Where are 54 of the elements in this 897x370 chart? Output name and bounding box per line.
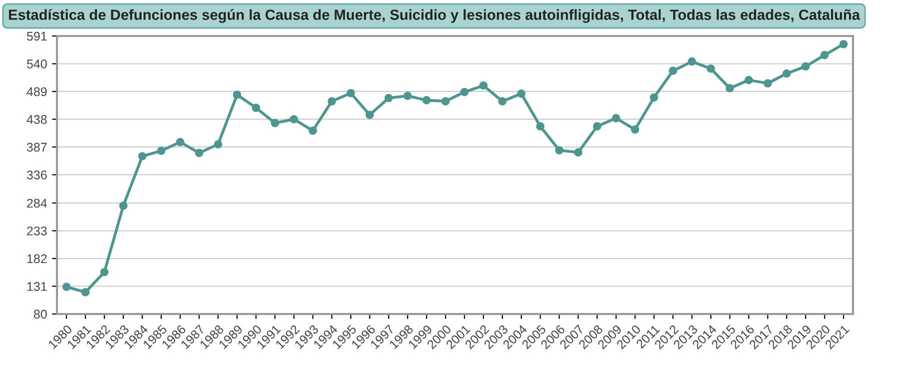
point (630, 125, 640, 134)
point (81, 288, 90, 296)
point (328, 97, 336, 106)
y-tick-label: 131 (27, 282, 47, 291)
point (592, 122, 602, 130)
point (252, 104, 260, 112)
point (764, 79, 772, 88)
point (726, 84, 734, 92)
point (498, 97, 507, 106)
point (62, 282, 71, 291)
point (100, 268, 109, 276)
point (668, 66, 678, 75)
point (366, 110, 374, 120)
point (650, 93, 658, 102)
point (290, 115, 298, 124)
y-tick-label: 591 (26, 32, 47, 41)
point (706, 64, 716, 73)
y-tick-label: 540 (26, 60, 47, 68)
point (176, 138, 184, 146)
y-tick-label: 182 (27, 254, 47, 264)
point (384, 94, 393, 102)
point (308, 126, 318, 135)
chart-title: Estadística de Defunciones según la Causa de Muerte, Suicidio y lesiones autoinfligidas, Total, Todas las edades, Cataluña (8, 9, 860, 23)
y-tick-label: 489 (26, 87, 47, 96)
point (119, 202, 128, 210)
point (346, 88, 355, 98)
point (574, 148, 582, 157)
point (157, 146, 166, 155)
y-tick-label: 336 (26, 170, 47, 180)
point (820, 50, 829, 60)
point (801, 62, 810, 71)
point (517, 90, 526, 98)
point (138, 152, 146, 160)
y-tick-label: 284 (27, 198, 47, 208)
point (536, 122, 544, 130)
y-tick-label: 80 (34, 310, 47, 319)
point (214, 140, 222, 148)
y-tick-label: 438 (26, 115, 47, 124)
point (782, 69, 791, 78)
point (441, 97, 450, 106)
point (460, 88, 469, 96)
point (612, 114, 620, 122)
point (555, 146, 564, 154)
point (688, 57, 696, 66)
point (194, 148, 204, 158)
point (403, 92, 412, 100)
y-tick-label: 233 (27, 226, 47, 236)
point (422, 96, 431, 104)
point (479, 81, 488, 90)
y-tick-label: 387 (26, 142, 47, 152)
point (270, 118, 280, 128)
point (744, 76, 753, 84)
point (839, 40, 848, 48)
point (232, 90, 242, 99)
